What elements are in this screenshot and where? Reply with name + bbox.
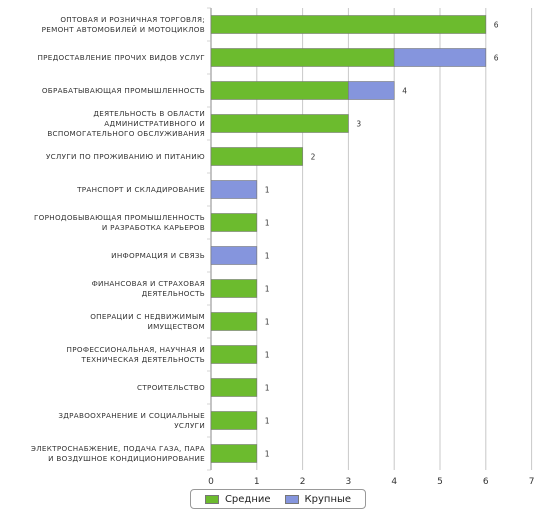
value-label: 1 [265, 285, 270, 294]
legend-swatch-large [284, 494, 299, 504]
category-label: ЗДРАВООХРАНЕНИЕ И СОЦИАЛЬНЫЕ УСЛУГИ [58, 411, 205, 430]
value-label: 1 [265, 450, 270, 459]
legend-label-large: Крупные [304, 493, 352, 505]
category-label: ДЕЯТЕЛЬНОСТЬ В ОБЛАСТИ АДМИНИСТРАТИВНОГО … [47, 109, 205, 138]
category-label: ПРОФЕССИОНАЛЬНАЯ, НАУЧНАЯ И ТЕХНИЧЕСКАЯ Д… [67, 345, 205, 364]
category-label-line: ОБРАБАТЫВАЮЩАЯ ПРОМЫШЛЕННОСТЬ [42, 86, 205, 95]
category-label-line: ПРОФЕССИОНАЛЬНАЯ, НАУЧНАЯ И [67, 345, 205, 354]
category-label: ОБРАБАТЫВАЮЩАЯ ПРОМЫШЛЕННОСТЬ [42, 86, 205, 95]
category-label: ТРАНСПОРТ И СКЛАДИРОВАНИЕ [76, 185, 205, 194]
legend-swatch-medium [204, 494, 219, 504]
value-label: 1 [265, 186, 270, 195]
value-label: 4 [402, 87, 407, 96]
value-label: 3 [356, 120, 361, 129]
bar-medium [210, 213, 258, 232]
category-label: УСЛУГИ ПО ПРОЖИВАНИЮ И ПИТАНИЮ [46, 152, 205, 161]
category-label: ПРЕДОСТАВЛЕНИЕ ПРОЧИХ ВИДОВ УСЛУГ [37, 53, 205, 62]
category-label-line: ВСПОМОГАТЕЛЬНОГО ОБСЛУЖИВАНИЯ [47, 129, 205, 138]
value-label: 6 [494, 54, 499, 63]
category-label-line: ОПЕРАЦИИ С НЕДВИЖИМЫМ [90, 312, 205, 321]
bar-medium [210, 81, 349, 100]
value-label: 1 [265, 417, 270, 426]
category-label-line: РЕМОНТ АВТОМОБИЛЕЙ И МОТОЦИКЛОВ [42, 25, 205, 34]
bar-chart: ОПТОВАЯ И РОЗНИЧНАЯ ТОРГОВЛЯ; РЕМОНТ АВТО… [31, 7, 534, 487]
category-label-line: СТРОИТЕЛЬСТВО [137, 383, 205, 392]
category-label-line: ПРЕДОСТАВЛЕНИЕ ПРОЧИХ ВИДОВ УСЛУГ [37, 53, 205, 62]
category-label-line: ТРАНСПОРТ И СКЛАДИРОВАНИЕ [76, 185, 205, 194]
value-label: 1 [265, 252, 270, 261]
legend-item-medium: Средние [204, 493, 271, 505]
value-label: 6 [494, 21, 499, 30]
category-label-line: ЗДРАВООХРАНЕНИЕ И СОЦИАЛЬНЫЕ [58, 411, 205, 420]
category-label: СТРОИТЕЛЬСТВО [137, 383, 205, 392]
value-label: 1 [265, 219, 270, 228]
category-label-line: ОПТОВАЯ И РОЗНИЧНАЯ ТОРГОВЛЯ; [60, 15, 205, 24]
legend-label-medium: Средние [224, 493, 271, 505]
category-label: ЭЛЕКТРОСНАБЖЕНИЕ, ПОДАЧА ГАЗА, ПАРА И ВОЗ… [31, 444, 205, 463]
category-label-line: УСЛУГИ ПО ПРОЖИВАНИЮ И ПИТАНИЮ [46, 152, 205, 161]
category-label-line: АДМИНИСТРАТИВНОГО И [104, 119, 205, 128]
bar-medium [210, 279, 258, 298]
category-label-line: ГОРНОДОБЫВАЮЩАЯ ПРОМЫШЛЕННОСТЬ [34, 213, 205, 222]
x-axis-ticks: 0 1 2 3 4 5 6 7 [208, 477, 534, 487]
category-label-line: ДЕЯТЕЛЬНОСТЬ [142, 289, 205, 298]
x-tick-label: 2 [300, 477, 306, 487]
x-tick-label: 5 [437, 477, 443, 487]
value-label: 1 [265, 318, 270, 327]
bar-large [210, 246, 258, 265]
category-label: ГОРНОДОБЫВАЮЩАЯ ПРОМЫШЛЕННОСТЬ И РАЗРАБОТ… [34, 213, 205, 232]
legend-item-large: Крупные [284, 493, 352, 505]
bar-large [348, 81, 395, 100]
x-tick-label: 3 [346, 477, 352, 487]
bar-medium [210, 15, 487, 34]
category-label-line: ДЕЯТЕЛЬНОСТЬ В ОБЛАСТИ [93, 109, 205, 118]
value-label: 2 [311, 153, 316, 162]
bar-medium [210, 444, 258, 463]
category-label-line: ЭЛЕКТРОСНАБЖЕНИЕ, ПОДАЧА ГАЗА, ПАРА [31, 444, 205, 453]
category-label-line: ИНФОРМАЦИЯ И СВЯЗЬ [111, 251, 205, 260]
category-label-line: ИМУЩЕСТВОМ [147, 322, 205, 331]
value-label: 1 [265, 351, 270, 360]
category-label-line: УСЛУГИ [174, 421, 205, 430]
x-tick-label: 1 [254, 477, 260, 487]
category-label-line: ТЕХНИЧЕСКАЯ ДЕЯТЕЛЬНОСТЬ [81, 355, 205, 364]
x-tick-label: 7 [529, 477, 535, 487]
bar-medium [210, 114, 349, 133]
category-label-line: ФИНАНСОВАЯ И СТРАХОВАЯ [92, 279, 205, 288]
bars [210, 15, 487, 463]
value-labels: 6 6 4 3 2 1 1 1 1 1 1 1 1 1 [265, 21, 499, 459]
bar-large [393, 48, 487, 67]
legend: Средние Крупные [190, 489, 366, 509]
x-tick-label: 4 [391, 477, 397, 487]
bar-medium [210, 378, 258, 397]
bar-medium [210, 411, 258, 430]
x-tick-label: 0 [208, 477, 214, 487]
value-label: 1 [265, 384, 270, 393]
category-label-line: И РАЗРАБОТКА КАРЬЕРОВ [102, 223, 205, 232]
bar-large [210, 180, 258, 199]
category-labels: ОПТОВАЯ И РОЗНИЧНАЯ ТОРГОВЛЯ; РЕМОНТ АВТО… [31, 15, 205, 463]
category-label-line: И ВОЗДУШНОЕ КОНДИЦИОНИРОВАНИЕ [48, 454, 205, 463]
bar-medium [210, 48, 395, 67]
grid-lines [207, 7, 533, 471]
bar-medium [210, 147, 303, 166]
x-tick-label: 6 [483, 477, 489, 487]
category-label: ИНФОРМАЦИЯ И СВЯЗЬ [111, 251, 205, 260]
category-label: ОПЕРАЦИИ С НЕДВИЖИМЫМ ИМУЩЕСТВОМ [90, 312, 205, 331]
category-label: ОПТОВАЯ И РОЗНИЧНАЯ ТОРГОВЛЯ; РЕМОНТ АВТО… [42, 15, 205, 34]
bar-medium [210, 312, 258, 331]
bar-medium [210, 345, 258, 364]
category-label: ФИНАНСОВАЯ И СТРАХОВАЯ ДЕЯТЕЛЬНОСТЬ [92, 279, 205, 298]
